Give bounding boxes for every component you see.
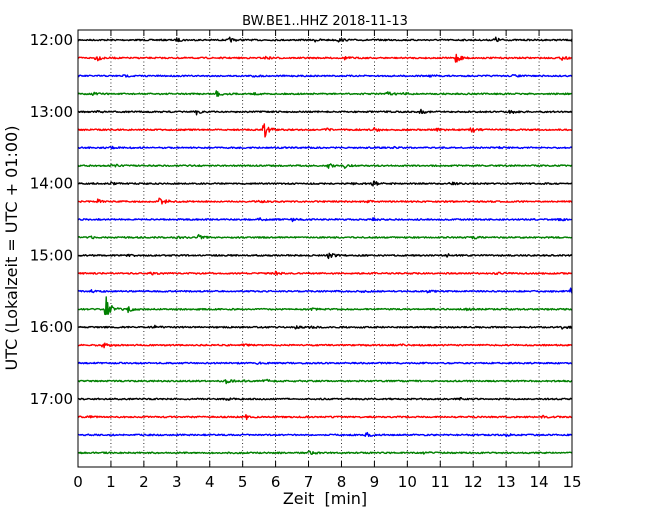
y-tick-label: 12:00: [30, 31, 73, 49]
x-axis-label: Zeit [min]: [283, 489, 367, 508]
x-tick-label: 12: [464, 473, 483, 491]
x-tick-label: 14: [530, 473, 549, 491]
trace-line: [77, 270, 573, 276]
x-tick-label: 15: [562, 473, 581, 491]
trace-line: [77, 413, 573, 421]
x-axis: 0 1 2 3 4 5 6 7 8 9 10 11 12 13 14 15: [73, 30, 582, 491]
trace-line: [77, 36, 573, 43]
y-axis: 12:00 13:00 14:00 15:00 16:00 17:00: [30, 31, 572, 408]
trace-line: [77, 378, 573, 385]
trace-line: [77, 233, 573, 240]
trace-line: [77, 217, 573, 223]
x-tick-label: 11: [431, 473, 450, 491]
trace-line: [77, 396, 573, 401]
trace-line: [77, 296, 573, 316]
trace-line: [77, 252, 573, 260]
trace-line: [77, 287, 573, 294]
chart-title: BW.BE1..HHZ 2018-11-13: [242, 14, 408, 29]
y-axis-label: UTC (Lokalzeit = UTC + 01:00): [2, 126, 21, 371]
x-tick-label: 6: [271, 473, 281, 491]
y-tick-label: 13:00: [30, 103, 73, 121]
trace-line: [77, 197, 573, 205]
trace-line: [77, 431, 573, 438]
y-tick-label: 16:00: [30, 318, 73, 336]
x-tick-label: 8: [337, 473, 347, 491]
trace-line: [77, 74, 573, 78]
traces-group: [77, 36, 573, 456]
trace-line: [77, 180, 573, 187]
x-tick-label: 1: [106, 473, 116, 491]
x-tick-label: 10: [398, 473, 417, 491]
x-tick-label: 2: [139, 473, 149, 491]
trace-line: [77, 450, 573, 456]
x-tick-label: 7: [304, 473, 314, 491]
x-tick-label: 4: [205, 473, 215, 491]
x-tick-label: 5: [238, 473, 248, 491]
y-tick-label: 15:00: [30, 246, 73, 264]
trace-line: [77, 123, 573, 138]
trace-line: [77, 53, 573, 63]
x-tick-label: 9: [370, 473, 380, 491]
x-tick-label: 0: [73, 473, 83, 491]
plot-frame: [77, 29, 573, 468]
trace-line: [77, 324, 573, 330]
vertical-grid: [110, 30, 540, 467]
trace-line: [77, 145, 573, 150]
x-tick-label: 13: [497, 473, 516, 491]
trace-line: [77, 342, 573, 349]
y-tick-label: 17:00: [30, 390, 73, 408]
x-tick-label: 3: [172, 473, 182, 491]
trace-line: [77, 361, 573, 366]
trace-line: [77, 108, 573, 116]
trace-line: [77, 90, 573, 97]
y-tick-label: 14:00: [30, 175, 73, 193]
trace-line: [77, 163, 573, 169]
